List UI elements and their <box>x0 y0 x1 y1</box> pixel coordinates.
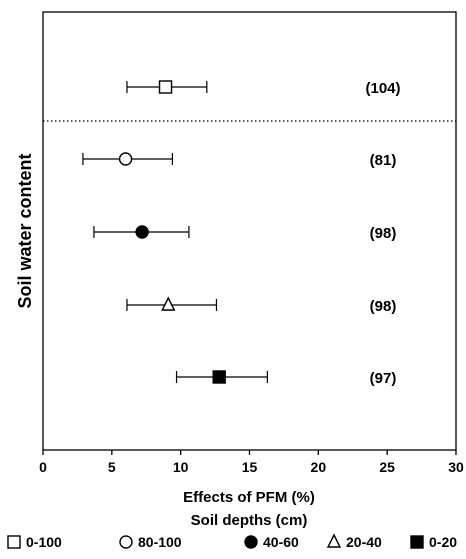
legend-label: 40-60 <box>263 534 299 550</box>
series-80-100 <box>82 152 174 166</box>
legend-item-0-20: 0-20 <box>410 534 457 550</box>
legend-marker-open-square <box>7 535 21 549</box>
x-tick-label-5: 5 <box>108 459 116 475</box>
sample-size-labels: (104) (81) (98) (98) (97) <box>365 80 400 387</box>
series-20-40 <box>126 296 218 311</box>
legend-marker-open-triangle <box>326 533 342 548</box>
x-tick-label-15: 15 <box>242 459 258 475</box>
marker-open-circle <box>118 152 133 166</box>
legend-item-40-60: 40-60 <box>244 534 299 550</box>
legend-item-80-100: 80-100 <box>119 534 182 550</box>
legend-label: 80-100 <box>138 534 182 550</box>
series-0-100 <box>126 80 208 94</box>
x-axis-ticks: 0 5 10 15 20 25 30 <box>39 450 464 475</box>
count-label: (81) <box>370 152 397 169</box>
legend: 0-100 80-100 40-60 20-40 0-20 <box>7 533 457 550</box>
legend-item-20-40: 20-40 <box>326 533 382 550</box>
legend-label: 0-100 <box>26 534 62 550</box>
count-label: (98) <box>370 298 397 315</box>
marker-open-triangle <box>161 296 176 311</box>
legend-label: 0-20 <box>429 534 457 550</box>
count-label: (98) <box>370 225 397 242</box>
count-label: (104) <box>365 80 400 97</box>
legend-title: Soil depths (cm) <box>191 512 308 529</box>
x-tick-label-30: 30 <box>448 459 464 475</box>
marker-filled-square <box>212 370 226 384</box>
legend-item-0-100: 0-100 <box>7 534 62 550</box>
data-points <box>82 80 268 384</box>
x-tick-label-10: 10 <box>173 459 189 475</box>
x-tick-label-0: 0 <box>39 459 47 475</box>
marker-filled-circle <box>135 225 149 239</box>
x-tick-label-20: 20 <box>311 459 327 475</box>
marker-open-square <box>158 80 173 94</box>
series-40-60 <box>93 225 190 239</box>
legend-marker-filled-circle <box>244 535 258 549</box>
count-label: (97) <box>370 370 397 387</box>
legend-label: 20-40 <box>346 534 382 550</box>
legend-marker-filled-square <box>410 535 424 549</box>
y-axis-title: Soil water content <box>15 153 35 308</box>
x-axis-title: Effects of PFM (%) <box>183 489 315 506</box>
x-tick-label-25: 25 <box>379 459 395 475</box>
series-0-20 <box>175 370 268 384</box>
legend-marker-open-circle <box>119 535 133 549</box>
